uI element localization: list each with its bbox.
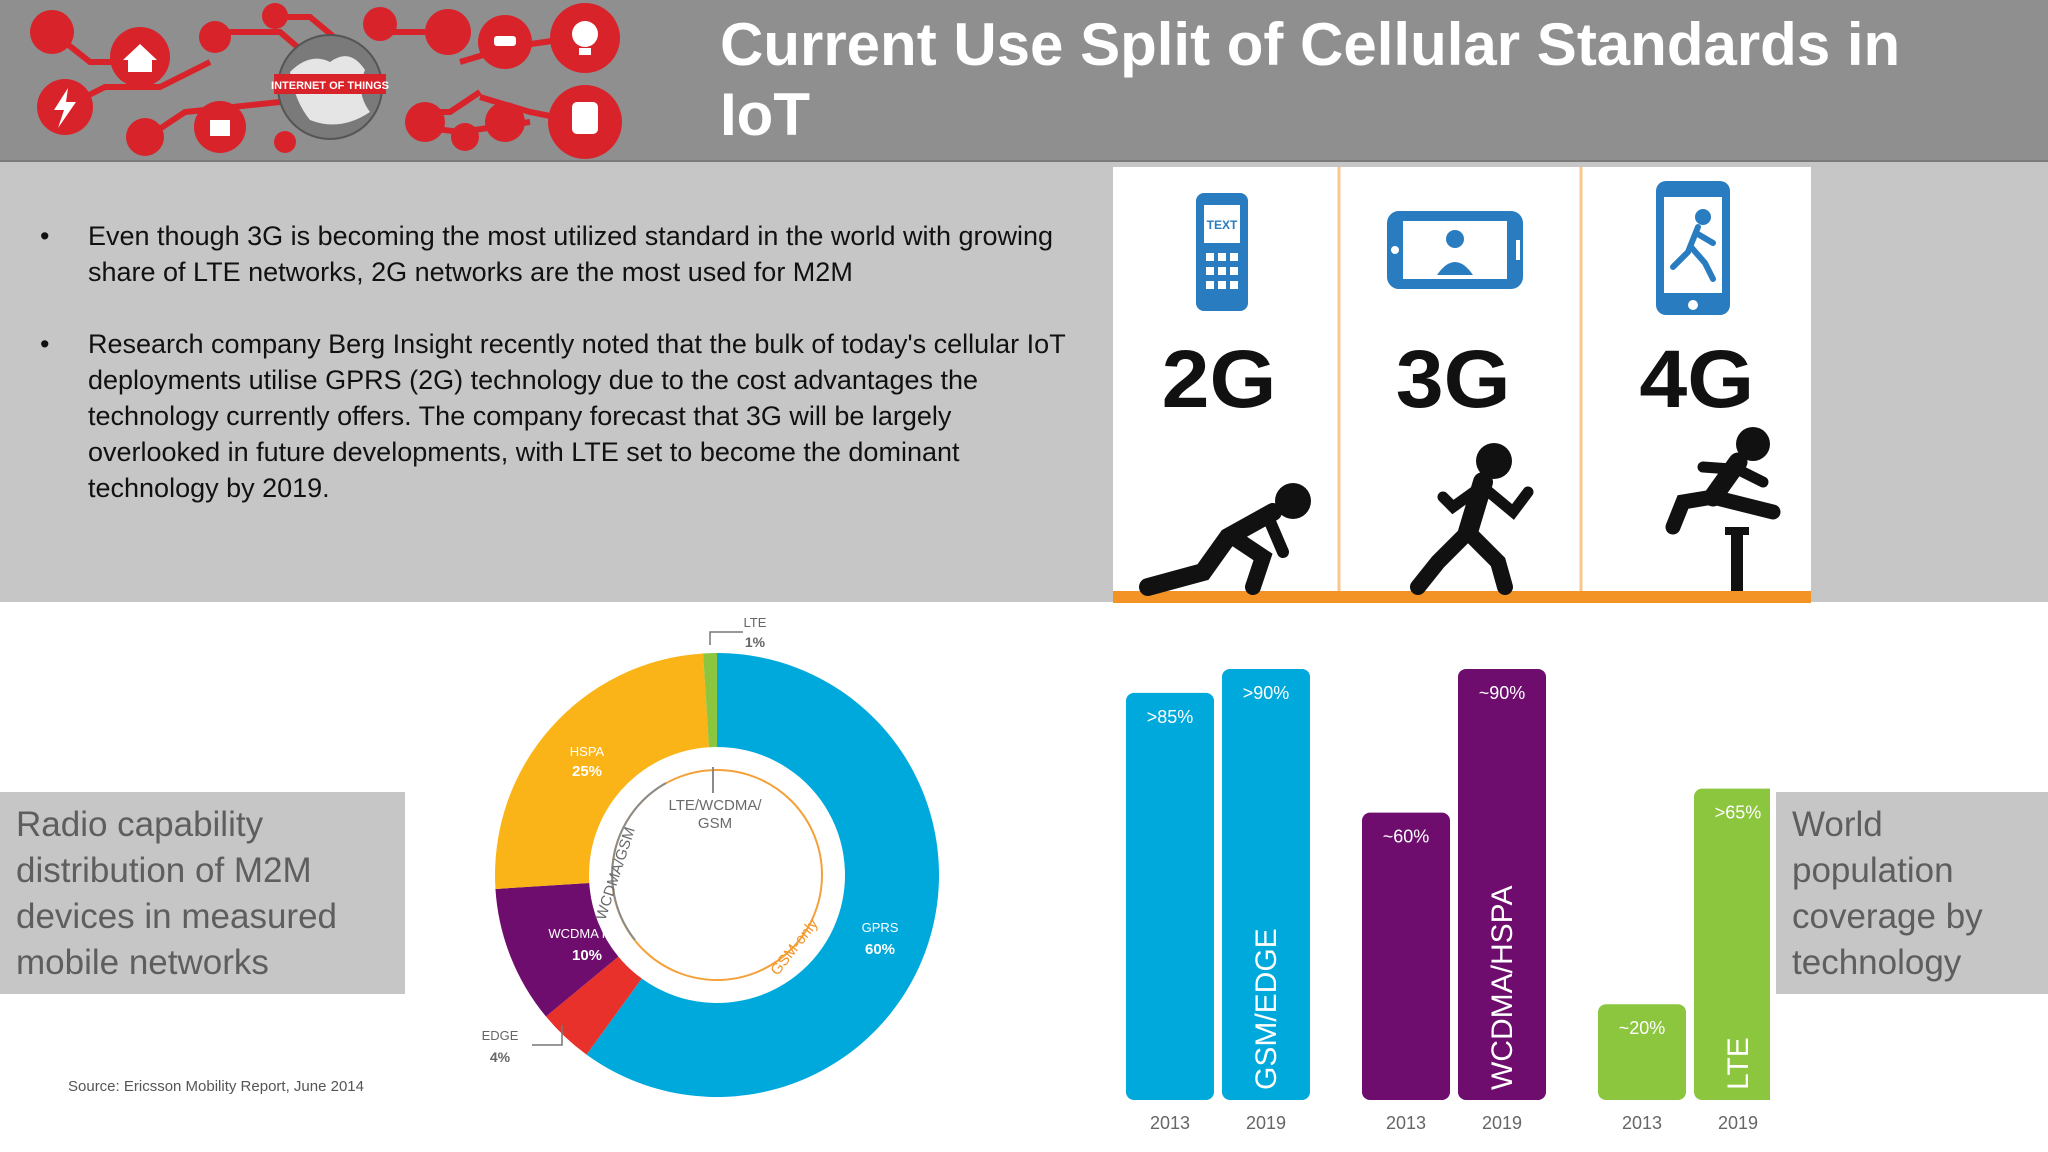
bar-wcdma-hspa-2013: [1362, 812, 1450, 1100]
slice-value-gprs: 60%: [865, 941, 895, 958]
iot-logo: INTERNET OF THINGS: [30, 3, 622, 159]
slice-value-hspa: 25%: [572, 763, 602, 780]
generation-label-2g: 2G: [1162, 333, 1277, 425]
generations-panel: TEXT 2G 3G: [1113, 167, 1811, 603]
bullet-item: Even though 3G is becoming the most util…: [40, 218, 1080, 290]
donut-slice-edge: [545, 956, 642, 1055]
bar-value-label: ~90%: [1479, 683, 1526, 703]
hurdler-icon: [1665, 427, 1781, 591]
text-phone-icon: TEXT: [1196, 193, 1248, 311]
donut-arc-label-wcdma-gsm: WCDMA/GSM: [593, 825, 639, 922]
slice-value-edge: 4%: [490, 1049, 511, 1065]
phone-screen-text: TEXT: [1207, 218, 1238, 232]
video-phone-icon: [1387, 211, 1523, 289]
donut-slice-gprs: [586, 653, 939, 1097]
slice-label-gprs: GPRS: [862, 920, 899, 935]
bullet-item: Research company Berg Insight recently n…: [40, 326, 1080, 506]
crouching-runner-icon: [1139, 483, 1311, 596]
smartphone-runner-icon: [1656, 181, 1730, 315]
bar-year-label: 2013: [1386, 1113, 1426, 1133]
bullet-list: Even though 3G is becoming the most util…: [40, 218, 1080, 542]
donut-center-label: GSM: [698, 815, 732, 832]
bar-gsm-edge-2013: [1126, 692, 1214, 1100]
slice-label-edge: EDGE: [482, 1028, 519, 1043]
bar-year-label: 2019: [1482, 1113, 1522, 1133]
donut-slice-hspa: [495, 653, 709, 889]
right-chart-caption: World population coverage by technology: [1776, 792, 2048, 994]
coverage-bar-chart: >85% 2013 >90% 2019 GSM/EDGE ~60% 2013 ~90% 2019…: [1126, 668, 1770, 1133]
bar-year-label: 2019: [1718, 1113, 1758, 1133]
bar-year-label: 2013: [1622, 1113, 1662, 1133]
donut-slice-wcdma-r99: [495, 883, 619, 1017]
slice-value-lte: 1%: [745, 634, 766, 650]
bar-lte-2013: [1598, 1004, 1686, 1100]
donut-chart: LTE/WCDMA/ GSM WCDMA/GSM GSM-only LTE 1%…: [482, 615, 939, 1097]
bar-value-label: >65%: [1715, 803, 1762, 823]
generation-label-4g: 4G: [1639, 333, 1754, 425]
bar-gsm-edge-2019: [1222, 668, 1310, 1100]
bar-year-label: 2019: [1246, 1113, 1286, 1133]
bar-value-label: ~20%: [1619, 1018, 1666, 1038]
donut-center-label: LTE/WCDMA/: [668, 797, 762, 814]
page-title: Current Use Split of Cellular Standards …: [720, 11, 1901, 148]
bar-value-label: >85%: [1147, 707, 1194, 727]
bar-wcdma-hspa-2019: [1458, 668, 1546, 1100]
header: INTERNET OF THINGS Current Use Split of …: [0, 0, 2048, 162]
bar-value-label: ~60%: [1383, 827, 1430, 847]
left-chart-caption: Radio capability distribution of M2M dev…: [0, 792, 405, 994]
bar-year-label: 2013: [1150, 1113, 1190, 1133]
slice-label-hspa: HSPA: [570, 744, 605, 759]
bar-group-name: LTE: [1722, 1037, 1755, 1090]
bar-lte-2019: [1694, 788, 1770, 1100]
bar-group-name: GSM/EDGE: [1250, 928, 1283, 1090]
logo-text: INTERNET OF THINGS: [271, 80, 389, 92]
slice-label-wcdma-r99: WCDMA R99: [548, 926, 625, 941]
slice-label-lte: LTE: [744, 615, 767, 630]
bar-group-name: WCDMA/HSPA: [1486, 886, 1519, 1090]
running-figure-icon: [1410, 443, 1534, 595]
slice-value-wcdma-r99: 10%: [572, 947, 602, 964]
donut-slice-lte: [703, 653, 717, 748]
source-note: Source: Ericsson Mobility Report, June 2…: [68, 1078, 364, 1095]
generation-label-3g: 3G: [1396, 333, 1511, 425]
bar-value-label: >90%: [1243, 683, 1290, 703]
